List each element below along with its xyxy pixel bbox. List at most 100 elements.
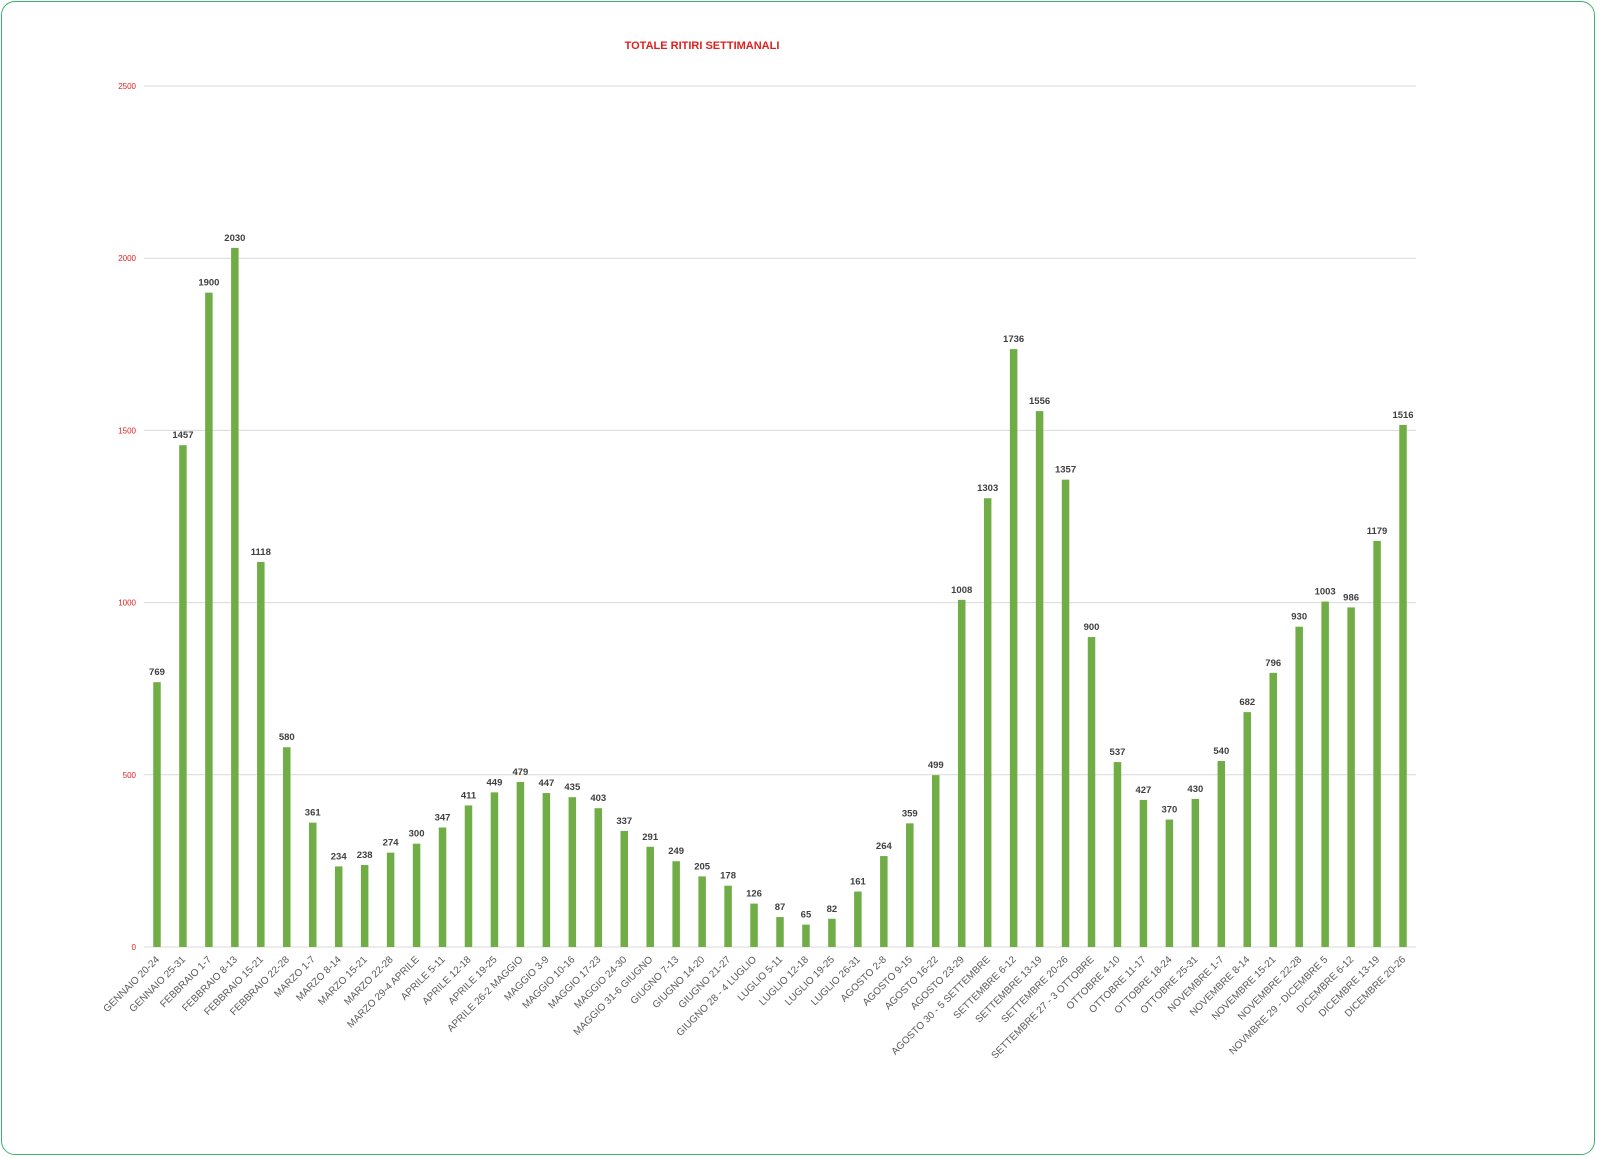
bar — [672, 861, 680, 947]
bar — [620, 830, 628, 947]
bar — [854, 891, 862, 947]
bar — [776, 917, 784, 947]
y-axis-ticks: 0 500 1000 1500 2000 2500 — [118, 82, 136, 952]
bar — [205, 292, 213, 947]
bar — [932, 775, 940, 947]
data-label: 1179 — [1367, 526, 1388, 537]
data-label: 238 — [357, 850, 373, 861]
bar — [1373, 540, 1381, 947]
data-label: 1457 — [172, 430, 193, 441]
data-label: 1118 — [251, 547, 271, 558]
data-label: 65 — [801, 910, 812, 921]
bar — [1009, 349, 1018, 948]
bar — [1321, 601, 1329, 947]
bar — [828, 918, 836, 947]
data-label: 796 — [1265, 658, 1281, 669]
data-label: 87 — [775, 902, 786, 913]
bar — [438, 827, 447, 947]
data-label: 1736 — [1003, 334, 1024, 345]
gridlines — [144, 85, 1416, 948]
data-label: 161 — [850, 877, 867, 888]
bar — [594, 808, 603, 947]
bar — [257, 561, 265, 947]
bar — [1295, 626, 1303, 947]
data-label: 900 — [1084, 622, 1100, 633]
data-label: 359 — [902, 808, 918, 819]
bar — [568, 797, 577, 947]
bar — [464, 805, 473, 947]
y-tick-label: 2000 — [118, 254, 136, 263]
bar — [153, 682, 161, 947]
data-label: 1003 — [1315, 587, 1336, 598]
bar — [1165, 819, 1174, 947]
data-label: 1357 — [1055, 465, 1076, 476]
bar — [1269, 672, 1277, 947]
data-label: 1516 — [1392, 410, 1413, 421]
data-label: 337 — [616, 816, 632, 827]
bar — [334, 866, 343, 947]
bar — [1139, 799, 1148, 947]
data-label: 82 — [827, 904, 838, 915]
data-label: 370 — [1161, 805, 1177, 816]
chart-title: TOTALE RITIRI SETTIMANALI — [625, 40, 780, 52]
y-tick-label: 0 — [132, 943, 137, 952]
bar — [906, 823, 914, 947]
data-label: 291 — [642, 832, 659, 843]
bar — [957, 599, 966, 947]
bar — [724, 885, 732, 947]
data-label: 361 — [305, 808, 322, 819]
data-label: 300 — [409, 829, 425, 840]
data-label: 411 — [461, 790, 477, 801]
data-label: 205 — [694, 861, 711, 872]
data-label: 1900 — [198, 278, 219, 289]
bar — [1191, 798, 1200, 947]
bar — [1347, 607, 1355, 947]
bars — [153, 247, 1407, 948]
data-label: 479 — [512, 767, 528, 778]
data-label: 178 — [720, 871, 736, 882]
data-label: 449 — [487, 777, 503, 788]
data-label: 930 — [1291, 612, 1307, 623]
data-label: 1303 — [977, 483, 998, 494]
bar — [1113, 762, 1122, 947]
data-label: 234 — [331, 851, 348, 862]
data-label: 1008 — [951, 585, 972, 596]
bar — [983, 498, 992, 947]
data-label: 274 — [383, 838, 400, 849]
data-label: 447 — [538, 778, 554, 789]
bar — [1061, 479, 1070, 947]
y-tick-label: 2500 — [118, 82, 136, 91]
data-label: 347 — [435, 812, 451, 823]
bar — [1243, 712, 1252, 947]
bar — [1087, 637, 1096, 947]
bar — [308, 822, 317, 947]
bar — [231, 247, 239, 948]
data-label: 986 — [1343, 592, 1359, 603]
data-label: 769 — [149, 667, 165, 678]
y-tick-label: 500 — [123, 771, 137, 780]
y-tick-label: 1500 — [118, 426, 136, 435]
data-label: 1556 — [1029, 396, 1050, 407]
bar — [880, 856, 888, 947]
bar — [360, 865, 369, 947]
data-label: 264 — [876, 841, 893, 852]
data-label: 435 — [564, 782, 581, 793]
data-label: 2030 — [224, 233, 245, 244]
data-label: 682 — [1239, 697, 1255, 708]
data-label: 499 — [928, 760, 944, 771]
bar — [1217, 761, 1226, 947]
bar — [1399, 424, 1407, 947]
bar — [646, 846, 654, 947]
bar — [179, 445, 187, 947]
bar — [802, 924, 810, 947]
data-label: 540 — [1213, 746, 1229, 757]
data-label: 403 — [590, 793, 606, 804]
data-label: 580 — [279, 732, 295, 743]
bar — [490, 792, 499, 947]
bar — [412, 843, 421, 947]
data-label: 126 — [746, 889, 762, 900]
data-labels: 769 1457 1900 2030 1118 580 361 234 238 274 300 347… — [149, 233, 1414, 921]
